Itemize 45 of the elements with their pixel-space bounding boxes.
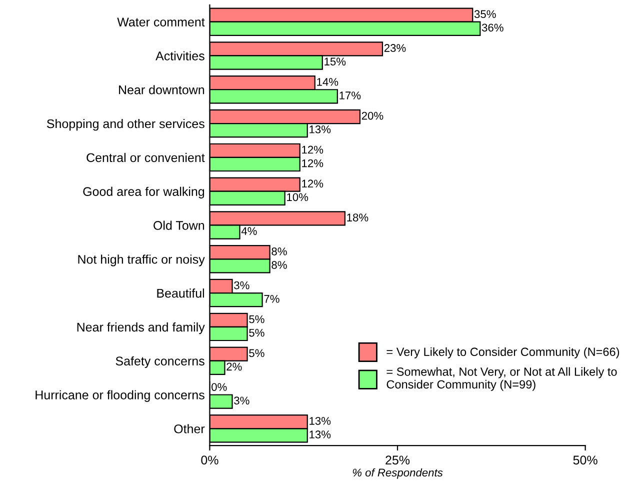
data-label: 12% <box>302 180 324 188</box>
y-tick-label: Other <box>174 424 205 434</box>
data-label: 36% <box>482 24 504 32</box>
data-label: 7% <box>264 294 280 303</box>
y-tick-label: Near friends and family <box>77 322 205 334</box>
data-label: 18% <box>347 214 368 222</box>
y-tick-label: Old Town <box>154 220 204 230</box>
y-tick-label: Near downtown <box>119 85 204 94</box>
x-tick-label: 0% <box>201 456 218 465</box>
y-tick-label: Activities <box>156 51 204 60</box>
data-label: 13% <box>310 125 331 134</box>
y-tick-label: Central or convenient <box>86 152 205 162</box>
y-tick-label: Beautiful <box>157 288 204 298</box>
data-label: 5% <box>249 349 264 358</box>
y-tick-label: Not high traffic or noisy <box>78 254 205 266</box>
data-label: 13% <box>310 430 331 438</box>
data-label: 0% <box>212 383 227 391</box>
data-label: 17% <box>340 92 361 100</box>
legend-label: = Somewhat, Not Very, or Not at All Likely to Consider Community (N=99) <box>386 367 617 391</box>
data-label: 12% <box>302 146 324 154</box>
legend-label: = Very Likely to Consider Community (N=66) <box>386 347 620 358</box>
data-label: 12% <box>302 159 324 168</box>
data-label: 15% <box>324 58 346 66</box>
x-axis-title: % of Respondents <box>352 468 443 479</box>
data-label: 14% <box>317 78 338 86</box>
x-tick-label: 50% <box>573 456 598 465</box>
y-tick-label: Safety concerns <box>116 356 204 368</box>
data-label: 10% <box>287 193 308 202</box>
y-tick-label: Shopping and other services <box>46 119 204 131</box>
data-label: 8% <box>272 261 287 269</box>
y-tick-label: Water comment <box>117 18 205 26</box>
data-label: 23% <box>384 44 406 52</box>
x-tick-label: 25% <box>386 456 410 465</box>
y-tick-label: Hurricane or flooding concerns <box>36 390 204 402</box>
data-label: 20% <box>362 112 384 120</box>
data-label: 35% <box>474 10 496 18</box>
data-label: 5% <box>249 315 264 324</box>
data-label: 13% <box>310 416 331 425</box>
data-label: 5% <box>249 328 264 337</box>
data-label: 4% <box>241 227 257 235</box>
data-label: 3% <box>234 281 250 290</box>
data-label: 3% <box>234 396 250 405</box>
data-label: 8% <box>272 247 287 256</box>
y-tick-label: Good area for walking <box>83 186 204 198</box>
data-label: 2% <box>226 362 242 371</box>
